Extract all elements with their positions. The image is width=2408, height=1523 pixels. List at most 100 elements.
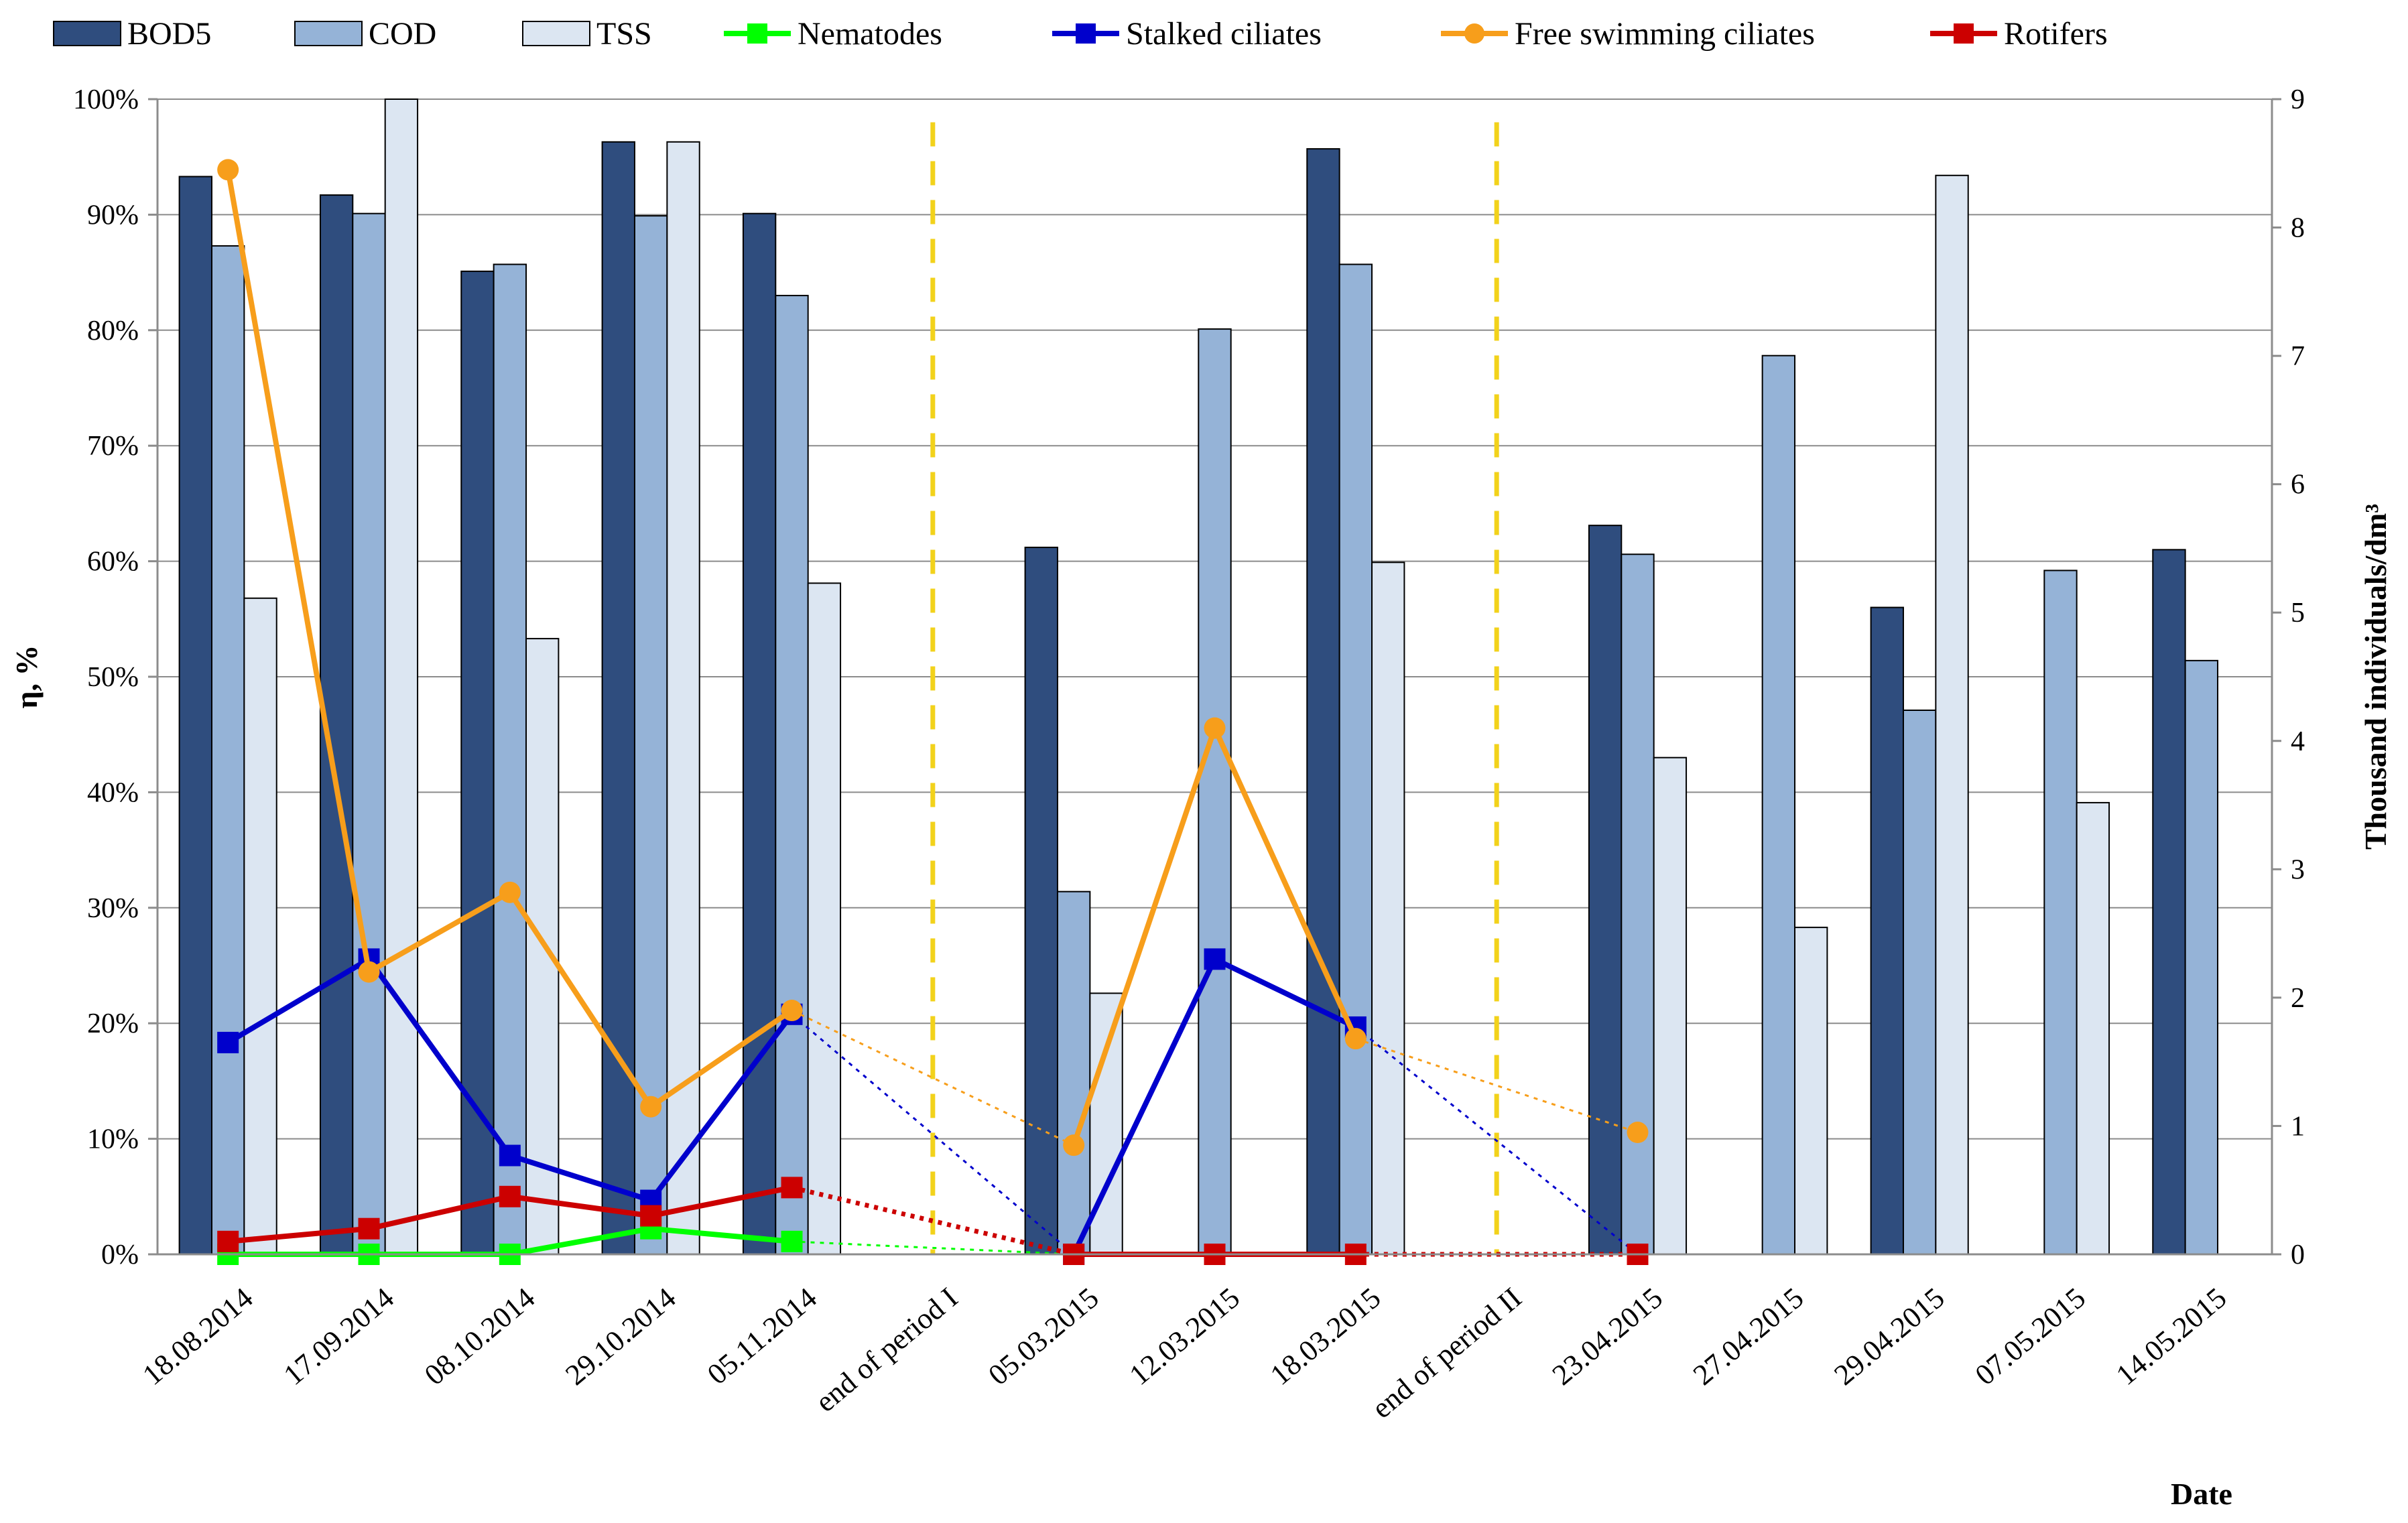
marker-free-swimming-ciliates [217, 159, 239, 181]
x-tick-label: 18.08.2014 [136, 1281, 259, 1392]
y-right-tick-label: 1 [2291, 1111, 2305, 1142]
bar-tss [2076, 801, 2110, 1255]
legend-label: TSS [596, 16, 652, 52]
legend-label: BOD5 [127, 16, 211, 52]
bar-cod [633, 215, 668, 1255]
y-left-tick-label: 40% [87, 777, 139, 808]
legend-item-stalked-ciliates: Stalked ciliates [1052, 16, 1322, 52]
x-tick-label: 07.05.2015 [1969, 1281, 2092, 1392]
bar-bod5 [742, 212, 777, 1255]
bar-tss [1371, 561, 1405, 1255]
legend-label: Rotifers [2004, 16, 2108, 52]
dotted-stalked-ciliates [1354, 1026, 1639, 1256]
x-tick-label: 27.04.2015 [1687, 1281, 1810, 1392]
y-right-title: Thousand individuals/dm³ [2358, 504, 2393, 850]
y-right-tick-label: 7 [2291, 341, 2305, 372]
bar-cod [775, 295, 809, 1256]
x-tick-label: 29.04.2015 [1828, 1281, 1950, 1392]
marker-rotifers [217, 1230, 239, 1252]
bar-bod5 [178, 176, 212, 1255]
x-tick-label: end of period II [1366, 1281, 1528, 1425]
x-axis-title: Date [2171, 1477, 2232, 1511]
marker-free-swimming-ciliates [1204, 717, 1226, 739]
y-right-tick-label: 5 [2291, 598, 2305, 628]
legend-item-bod5: BOD5 [53, 16, 211, 52]
bar-cod [352, 212, 386, 1255]
y-left-title: η, % [9, 645, 44, 708]
bar-cod [1902, 709, 1937, 1255]
bar-cod [1621, 553, 1655, 1255]
dotted-nematodes [791, 1240, 1074, 1256]
marker-free-swimming-ciliates [1063, 1134, 1085, 1156]
bar-cod [1198, 328, 1232, 1255]
bar-cod [1338, 263, 1373, 1256]
legend-item-nematodes: Nematodes [724, 16, 942, 52]
bar-tss [384, 98, 419, 1255]
legend-label: Nematodes [798, 16, 942, 52]
x-tick-label: 17.09.2014 [277, 1281, 400, 1392]
y-right-tick-label: 9 [2291, 84, 2305, 115]
y-left-tick-label: 70% [87, 431, 139, 462]
y-right-tick-label: 4 [2291, 726, 2305, 757]
marker-rotifers [781, 1177, 803, 1199]
legend-item-free-swimming-ciliates: Free swimming ciliates [1441, 16, 1815, 52]
legend-label: Stalked ciliates [1126, 16, 1322, 52]
legend-swatch [294, 21, 363, 46]
marker-free-swimming-ciliates [1627, 1122, 1649, 1144]
marker-free-swimming-ciliates [358, 961, 380, 983]
y-left-tick-label: 100% [73, 84, 139, 115]
marker-rotifers [640, 1205, 662, 1227]
x-tick-label: 14.05.2015 [2110, 1281, 2232, 1392]
marker-free-swimming-ciliates [1344, 1028, 1367, 1050]
legend-swatch [53, 21, 121, 46]
period-dividers [930, 122, 1499, 1254]
y-left-tick-label: 50% [87, 662, 139, 693]
x-tick-label: 18.03.2015 [1264, 1281, 1387, 1392]
bar-bod5 [2152, 549, 2186, 1255]
y-right-tick-label: 3 [2291, 854, 2305, 885]
dotted-rotifers [791, 1185, 1074, 1257]
y-left-tick-label: 10% [87, 1124, 139, 1155]
y-left-tick-label: 0% [101, 1240, 139, 1270]
marker-nematodes [781, 1230, 803, 1252]
bar-tss [807, 582, 842, 1255]
bar-tss [1794, 927, 1828, 1256]
marker-stalked-ciliates [217, 1031, 239, 1053]
x-tick-label: end of period I [809, 1281, 964, 1418]
legend-label: COD [369, 16, 436, 52]
y-right-tick-label: 2 [2291, 983, 2305, 1014]
x-tick-label: 05.11.2014 [701, 1281, 823, 1391]
y-left-tick-label: 60% [87, 547, 139, 578]
bar-bod5 [1024, 546, 1058, 1255]
bar-cod [210, 245, 245, 1255]
bar-cod [493, 263, 527, 1256]
bar-cod [2043, 570, 2078, 1255]
legend-item-cod: COD [294, 16, 436, 52]
y-left-tick-label: 30% [87, 893, 139, 924]
bar-cod [2184, 659, 2219, 1255]
marker-free-swimming-ciliates [781, 1000, 803, 1022]
x-tick-label: 29.10.2014 [559, 1281, 682, 1392]
legend-marker [1464, 23, 1484, 44]
dotted-free-swimming-ciliates [1355, 1037, 1638, 1134]
bar-cod [1761, 354, 1796, 1255]
y-left-tick-label: 20% [87, 1008, 139, 1039]
x-tick-label: 12.03.2015 [1123, 1281, 1246, 1392]
marker-rotifers [358, 1217, 380, 1240]
marker-free-swimming-ciliates [499, 881, 521, 903]
y-right-tick-label: 8 [2291, 213, 2305, 244]
bar-tss [243, 597, 277, 1255]
marker-stalked-ciliates [499, 1144, 521, 1167]
x-tick-label: 08.10.2014 [418, 1281, 541, 1392]
marker-stalked-ciliates [1204, 948, 1226, 970]
y-right-tick-label: 6 [2291, 470, 2305, 501]
legend-marker [747, 23, 767, 44]
legend-item-tss: TSS [522, 16, 652, 52]
bar-bod5 [1588, 525, 1623, 1255]
marker-rotifers [499, 1185, 521, 1207]
legend-swatch [522, 21, 590, 46]
legend-label: Free swimming ciliates [1515, 16, 1815, 52]
legend: BOD5 COD TSS Nematodes Stalked ciliates Free … [53, 16, 2108, 52]
y-right-tick-label: 0 [2291, 1240, 2305, 1270]
